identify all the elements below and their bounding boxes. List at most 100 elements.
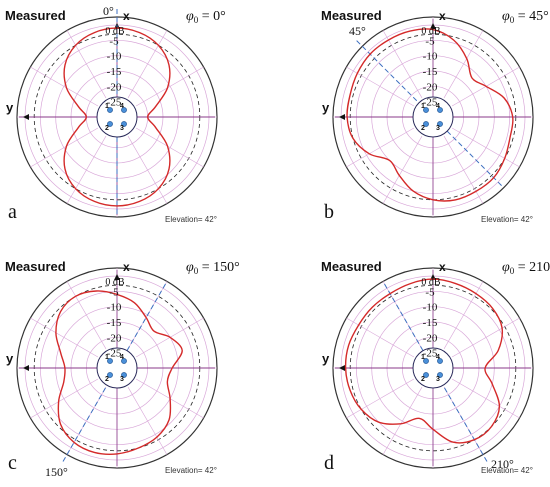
steering-angle-label: 210° [491, 457, 514, 471]
element-label-1: 1 [105, 103, 109, 110]
phi-value: = 0° [198, 9, 226, 24]
x-axis-label: x [123, 260, 130, 274]
antenna-element-3 [437, 121, 443, 127]
array-ring [412, 347, 454, 389]
db-tick-label: -15 [107, 317, 122, 329]
antenna-element-2 [423, 372, 429, 378]
element-label-2: 2 [421, 125, 425, 132]
panel-letter: b [324, 201, 334, 223]
elevation-label: Elevation= 42° [165, 466, 217, 475]
y-axis-label: y [322, 100, 330, 115]
measured-label: Measured [5, 8, 66, 23]
array-ring [412, 96, 454, 138]
radial-grid-line [451, 317, 520, 358]
polar-panel-d: 1 2 3 4 0 dB-5 -10 -15 -20 -25 x y Measured φ0 = 210… [321, 259, 550, 475]
phi-value: = 210° [514, 260, 550, 275]
db-tick-label: -10 [423, 302, 438, 314]
phi-subscript: 0 [194, 266, 199, 276]
phi-symbol: φ [186, 260, 194, 275]
radial-grid-line [30, 66, 99, 107]
radial-grid-line [346, 317, 415, 358]
phi-symbol: φ [186, 9, 194, 24]
steering-direction-line [383, 282, 488, 462]
db-tick-label: 0 dB [421, 26, 441, 37]
radial-grid-line [135, 66, 204, 107]
antenna-element-3 [121, 372, 127, 378]
x-axis-label: x [439, 9, 446, 23]
radiation-pattern-curve [346, 28, 514, 202]
db-tick-label: 0 dB [105, 277, 125, 288]
element-label-1: 1 [421, 103, 425, 110]
radial-grid-line [346, 127, 415, 168]
antenna-element-1 [107, 358, 113, 364]
x-axis-arrow [430, 23, 436, 29]
element-label-4: 4 [120, 103, 124, 110]
radial-grid-line [382, 30, 423, 99]
phi-label: φ0 = 210° [502, 260, 550, 276]
phi-label: φ0 = 45° [502, 9, 549, 25]
radial-grid-line [66, 30, 107, 99]
radial-grid-line [127, 30, 168, 99]
radial-grid-line [346, 378, 415, 419]
db-tick-label: -15 [423, 66, 438, 78]
radial-grid-line [443, 281, 484, 350]
antenna-element-4 [121, 358, 127, 364]
db-tick-label: -5 [425, 286, 435, 298]
db-tick-label: -10 [423, 51, 438, 63]
radial-grid-line [30, 317, 99, 358]
radial-grid-line [135, 127, 204, 168]
db-tick-label: 0 dB [421, 277, 441, 288]
element-label-3: 3 [120, 125, 124, 132]
element-label-2: 2 [421, 376, 425, 383]
radial-grid-line [30, 127, 99, 168]
db-tick-label: -20 [423, 332, 438, 344]
antenna-element-2 [107, 121, 113, 127]
elevation-label: Elevation= 42° [481, 215, 533, 224]
y-axis-label: y [322, 351, 330, 366]
element-label-3: 3 [436, 125, 440, 132]
element-label-3: 3 [120, 376, 124, 383]
antenna-element-3 [121, 121, 127, 127]
radial-grid-line [127, 386, 168, 455]
phi-symbol: φ [502, 9, 510, 24]
antenna-element-1 [107, 107, 113, 113]
steering-angle-label: 45° [349, 24, 366, 38]
antenna-element-4 [121, 107, 127, 113]
y-axis-arrow [23, 365, 29, 371]
phi-label: φ0 = 150° [186, 260, 240, 276]
radial-grid-line [30, 378, 99, 419]
elevation-label: Elevation= 42° [165, 215, 217, 224]
element-label-4: 4 [436, 354, 440, 361]
db-tick-label: 0 dB [105, 26, 125, 37]
db-tick-label: -25 [107, 97, 122, 109]
radiation-pattern-curve [63, 27, 171, 207]
y-axis-label: y [6, 100, 14, 115]
x-axis-arrow [114, 274, 120, 280]
db-tick-label: -25 [423, 97, 438, 109]
y-axis-arrow [339, 365, 345, 371]
radial-grid-line [382, 386, 423, 455]
db-tick-label: -5 [109, 35, 119, 47]
radial-grid-line [127, 135, 168, 204]
db-tick-label: -10 [107, 302, 122, 314]
antenna-element-1 [423, 107, 429, 113]
x-axis-label: x [123, 9, 130, 23]
measured-label: Measured [5, 259, 66, 274]
radial-grid-line [451, 127, 520, 168]
panel-letter: c [8, 452, 17, 474]
array-ring [96, 96, 138, 138]
antenna-element-2 [423, 121, 429, 127]
radiation-pattern-curve [55, 290, 183, 455]
panel-letter: a [8, 201, 17, 223]
steering-angle-label: 150° [45, 465, 68, 479]
x-axis-label: x [439, 260, 446, 274]
element-label-1: 1 [421, 354, 425, 361]
phi-value: = 45° [514, 9, 549, 24]
phi-subscript: 0 [194, 15, 199, 25]
elevation-label: Elevation= 42° [481, 466, 533, 475]
db-tick-label: -20 [423, 81, 438, 93]
antenna-element-4 [437, 358, 443, 364]
radial-grid-line [346, 66, 415, 107]
